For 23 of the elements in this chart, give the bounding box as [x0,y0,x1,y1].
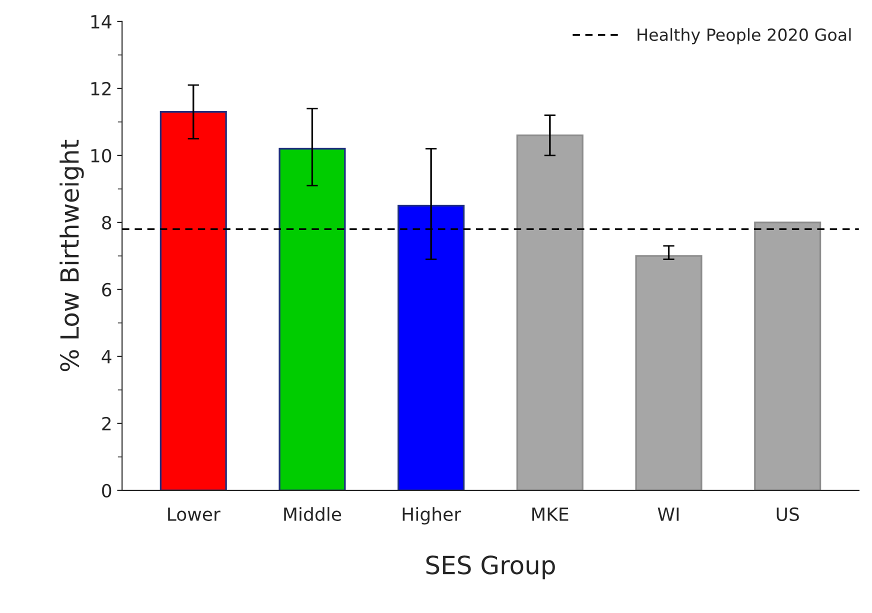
x-tick-label: MKE [532,508,568,521]
x-tick-label: Higher [402,507,462,525]
y-tick-label: 4 [102,350,112,364]
x-tick-label: WI [658,508,679,521]
bar [754,222,822,490]
y-tick-label: 10 [91,148,112,163]
bar [635,255,702,490]
legend-label: Healthy People 2020 Goal [638,28,851,44]
y-axis-title: % Low Birthweight [60,140,84,372]
y-tick-label: 14 [91,15,112,28]
bar [398,204,465,490]
x-axis-title: SES Group [426,556,555,580]
x-tick-label: US [776,507,799,522]
y-tick-label: 0 [102,484,112,498]
bar [160,111,227,490]
bar [278,148,346,490]
y-tick-label: 6 [102,282,112,297]
y-tick-label: 12 [91,82,111,96]
bar [516,134,584,490]
x-tick-label: Lower [168,508,220,522]
x-tick-label: Middle [284,507,342,522]
y-tick-label: 2 [102,416,111,430]
y-tick-label: 8 [102,216,112,230]
